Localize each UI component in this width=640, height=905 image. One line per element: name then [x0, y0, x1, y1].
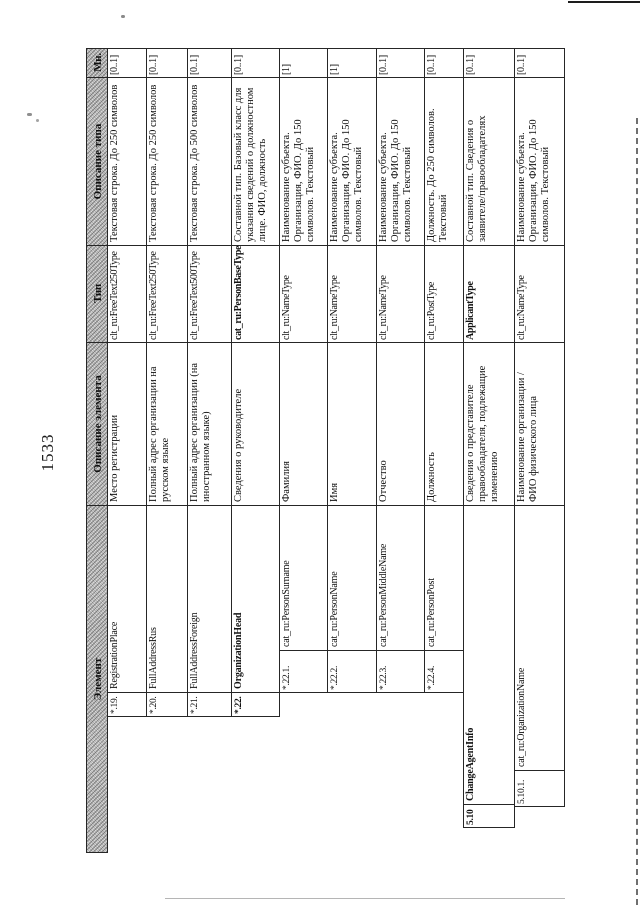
table-row: *.22.4. cat_ru:PersonPost Должность clt_… — [425, 48, 463, 853]
indent-spacer — [108, 717, 147, 853]
type-desc-cell: Наименование субъекта. Организация, ФИО.… — [515, 77, 565, 245]
indent-spacer — [232, 717, 280, 853]
multiplicity-cell: [0..1] — [108, 48, 147, 77]
element-number-cell: *.19. — [108, 692, 147, 717]
type-cell: clt_ru:FreeText250Type — [147, 245, 188, 342]
indent-spacer — [515, 807, 565, 853]
type-desc-cell: Наименование субъекта. Организация, ФИО.… — [377, 77, 425, 245]
header-type-desc: Описание типа — [86, 77, 108, 245]
header-type: Тип — [86, 245, 108, 342]
element-number-cell: 5.10.1. — [515, 770, 565, 807]
element-desc-cell: Полный адрес организации на русском язык… — [147, 342, 188, 505]
indent-spacer — [425, 693, 463, 853]
multiplicity-cell: [0..1] — [188, 48, 232, 77]
indent-spacer — [188, 717, 232, 853]
element-number-cell: *.22.1. — [280, 650, 328, 693]
type-desc-cell: Текстовая строка. До 250 символов — [108, 77, 147, 245]
type-desc-cell: Текстовая строка. До 250 символов — [147, 77, 188, 245]
element-desc-cell: Фамилия — [280, 342, 328, 505]
element-desc-cell: Должность — [425, 342, 463, 505]
page-number: 1533 — [38, 433, 57, 472]
type-cell: clt_ru:NameType — [280, 245, 328, 342]
element-desc-cell: Наименование организации / ФИО физическо… — [515, 342, 565, 505]
element-desc-cell: Сведения о представителе правообладателя… — [463, 342, 515, 505]
header-mult: Мн. — [86, 48, 108, 77]
table-header-row: Элемент Описание элемента Тип Описание т… — [86, 48, 108, 853]
table-row: *.22.2. cat_ru:PersonName Имя clt_ru:Nam… — [328, 48, 377, 853]
indent-spacer — [377, 693, 425, 853]
element-name-cell: OrganizationHead — [232, 505, 280, 692]
type-cell: ApplicantType — [463, 245, 515, 342]
multiplicity-cell: [0..1] — [147, 48, 188, 77]
type-cell: clt_ru:NameType — [377, 245, 425, 342]
element-name-cell: cat_ru:OrganizationName — [515, 505, 565, 770]
multiplicity-cell: [0..1] — [463, 48, 515, 77]
type-cell: clt_ru:NameType — [328, 245, 377, 342]
type-desc-cell: Составной тип. Базовый класс для указани… — [232, 77, 280, 245]
schema-table: Элемент Описание элемента Тип Описание т… — [86, 48, 565, 853]
element-desc-cell: Место регистрации — [108, 342, 147, 505]
multiplicity-cell: [1] — [328, 48, 377, 77]
header-element: Элемент — [86, 505, 108, 853]
element-number-cell: *.21. — [188, 692, 232, 717]
multiplicity-cell: [1] — [280, 48, 328, 77]
indent-spacer — [328, 693, 377, 853]
multiplicity-cell: [0..1] — [425, 48, 463, 77]
element-number-cell: *.22. — [232, 692, 280, 717]
table-row: *.21. FullAddressForeign Полный адрес ор… — [188, 48, 232, 853]
element-name-cell: cat_ru:PersonMiddleName — [377, 505, 425, 650]
table-row: *.19. RegistrationPlace Место регистраци… — [108, 48, 147, 853]
table-row: 5.10.1. cat_ru:OrganizationName Наименов… — [515, 48, 565, 853]
element-number-cell: *.22.3. — [377, 650, 425, 693]
table-row: *.20. FullAddressRus Полный адрес органи… — [147, 48, 188, 853]
type-cell: clt_ru:PostType — [425, 245, 463, 342]
indent-spacer — [280, 693, 328, 853]
table-row: *.22.1. cat_ru:PersonSurname Фамилия clt… — [280, 48, 328, 853]
type-cell: clt_ru:FreeText250Type — [108, 245, 147, 342]
table-row: *.22.3. cat_ru:PersonMiddleName Отчество… — [377, 48, 425, 853]
type-desc-cell: Составной тип. Сведения о заявителе/прав… — [463, 77, 515, 245]
element-name-cell: RegistrationPlace — [108, 505, 147, 692]
header-element-desc: Описание элемента — [86, 342, 108, 505]
element-number-cell: 5.10 — [463, 804, 515, 828]
type-desc-cell: Наименование субъекта. Организация, ФИО.… — [280, 77, 328, 245]
type-desc-cell: Текстовая строка. До 500 символов — [188, 77, 232, 245]
element-name-cell: FullAddressForeign — [188, 505, 232, 692]
table-row: *.22. OrganizationHead Сведения о руково… — [232, 48, 280, 853]
element-name-cell: cat_ru:PersonPost — [425, 505, 463, 650]
element-desc-cell: Полный адрес организации (на иностранном… — [188, 342, 232, 505]
type-desc-cell: Должность. До 250 символов. Текстовый — [425, 77, 463, 245]
element-number-cell: *.22.2. — [328, 650, 377, 693]
element-number-cell: *.22.4. — [425, 650, 463, 693]
element-desc-cell: Имя — [328, 342, 377, 505]
element-number-cell: *.20. — [147, 692, 188, 717]
indent-spacer — [463, 828, 515, 853]
multiplicity-cell: [0..1] — [515, 48, 565, 77]
element-name-cell: cat_ru:PersonName — [328, 505, 377, 650]
type-desc-cell: Наименование субъекта. Организация, ФИО.… — [328, 77, 377, 245]
multiplicity-cell: [0..1] — [377, 48, 425, 77]
type-cell: cat_ru:PersonBaseType — [232, 245, 280, 342]
element-name-cell: FullAddressRus — [147, 505, 188, 692]
element-name-cell: ChangeAgentInfo — [463, 505, 515, 804]
element-desc-cell: Отчество — [377, 342, 425, 505]
element-name-cell: cat_ru:PersonSurname — [280, 505, 328, 650]
table-row: 5.10 ChangeAgentInfo Сведения о представ… — [463, 48, 515, 853]
multiplicity-cell: [0..1] — [232, 48, 280, 77]
indent-spacer — [147, 717, 188, 853]
type-cell: clt_ru:FreeText500Type — [188, 245, 232, 342]
element-desc-cell: Сведения о руководителе — [232, 342, 280, 505]
type-cell: clt_ru:NameType — [515, 245, 565, 342]
